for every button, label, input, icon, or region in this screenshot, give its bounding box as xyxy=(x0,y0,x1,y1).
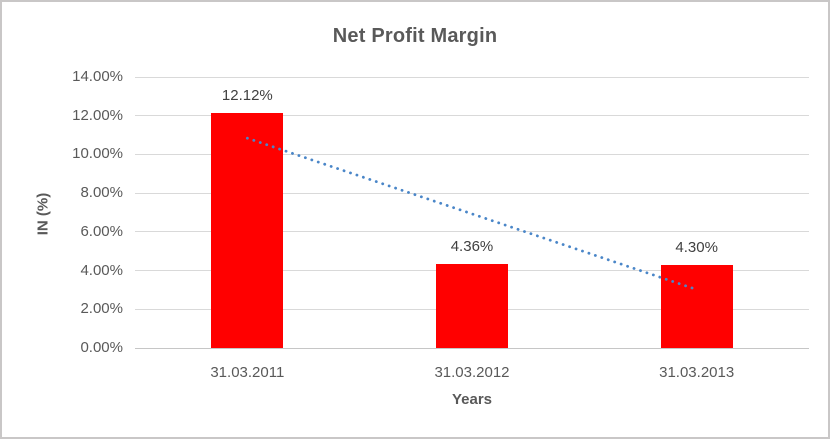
trendline xyxy=(245,136,699,291)
gridline xyxy=(135,76,809,78)
gridline xyxy=(135,231,809,233)
gridline xyxy=(135,153,809,155)
gridline xyxy=(135,115,809,117)
y-tick-label: 0.00% xyxy=(80,339,123,356)
y-tick-label: 8.00% xyxy=(80,184,123,202)
x-tick-label: 31.03.2012 xyxy=(434,364,510,381)
bar-data-label: 4.36% xyxy=(450,237,494,255)
y-tick-label: 4.00% xyxy=(80,261,123,279)
bar-31.03.2011 xyxy=(211,113,284,348)
bar-data-label: 12.12% xyxy=(221,87,273,105)
x-tick-label: 31.03.2013 xyxy=(659,364,735,381)
x-axis-line xyxy=(135,347,809,349)
y-tick-label: 10.00% xyxy=(72,145,123,163)
y-tick-label: 12.00% xyxy=(72,106,123,124)
trendline-path xyxy=(245,136,699,291)
chart-title: Net Profit Margin xyxy=(332,25,498,47)
bar-31.03.2013 xyxy=(660,264,733,348)
y-tick-label: 14.00% xyxy=(72,68,123,85)
bar-31.03.2012 xyxy=(436,263,508,348)
y-tick-label: 6.00% xyxy=(80,222,123,240)
x-tick-label: 31.03.2011 xyxy=(210,364,285,381)
bar-data-label: 4.30% xyxy=(675,238,718,256)
gridline xyxy=(135,192,809,194)
y-tick-label: 2.00% xyxy=(80,300,123,318)
x-axis-title: Years xyxy=(451,391,493,408)
